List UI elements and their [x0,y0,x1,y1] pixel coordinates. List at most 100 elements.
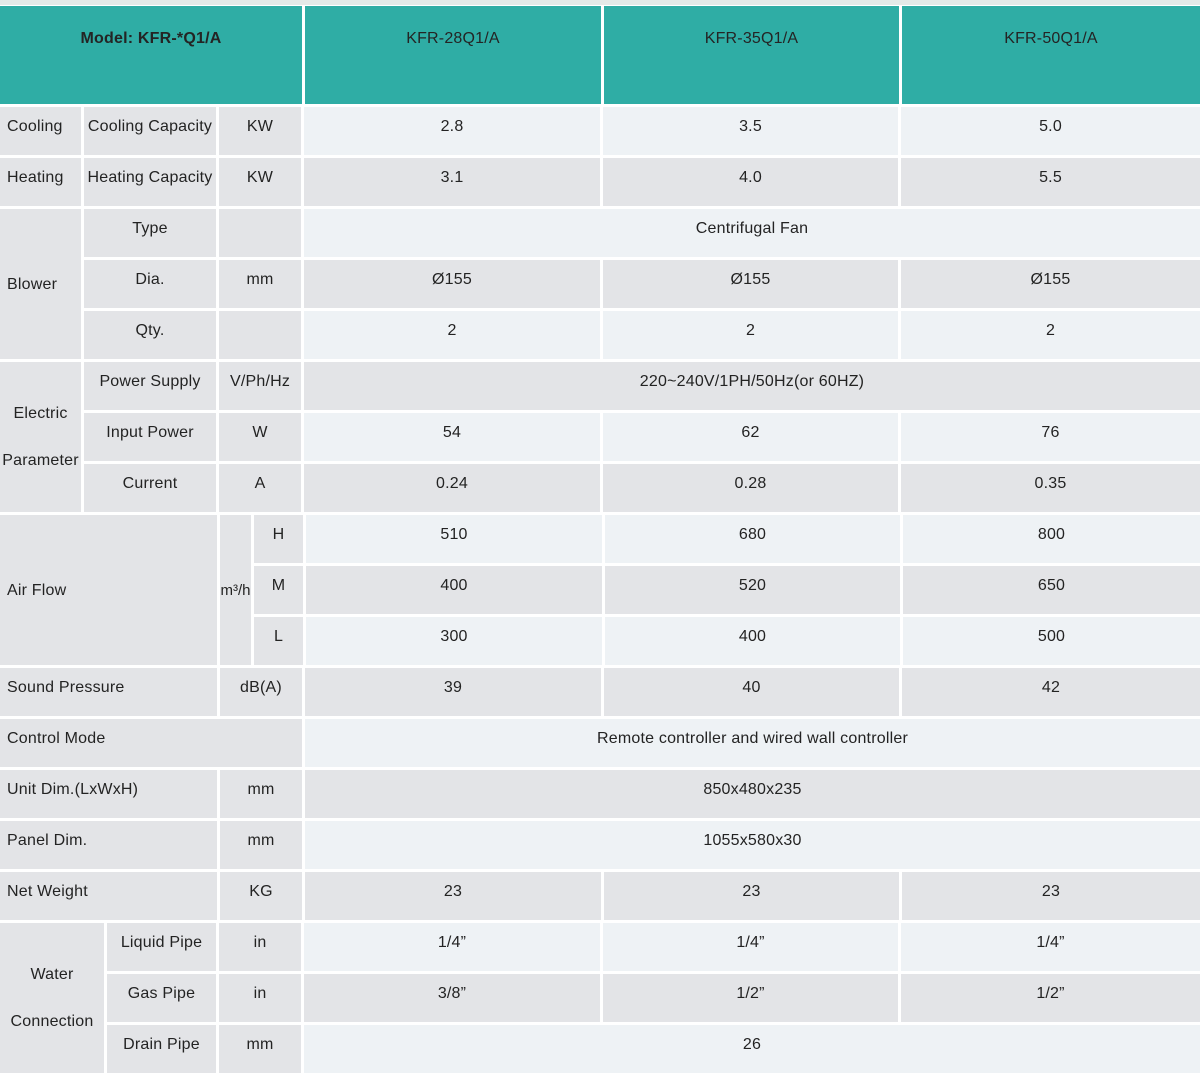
row-cooling: Cooling Cooling Capacity KW 2.8 3.5 5.0 [0,107,1200,155]
liquid-pipe-unit: in [219,923,301,971]
control-mode-value: Remote controller and wired wall control… [305,719,1200,767]
heating-value-kfr35: 4.0 [603,158,898,206]
heating-group-label: Heating [0,158,81,206]
current-label: Current [84,464,216,512]
row-sound-pressure: Sound Pressure dB(A) 39 40 42 [0,668,1200,716]
airflow-unit: m³/h [220,515,251,665]
current-value-kfr28: 0.24 [304,464,600,512]
row-net-weight: Net Weight KG 23 23 23 [0,872,1200,920]
airflow-l-value-kfr50: 500 [903,617,1200,665]
cooling-value-kfr28: 2.8 [304,107,600,155]
electric-group-label: Electric Parameter [0,362,81,512]
current-unit: A [219,464,301,512]
cooling-capacity-label: Cooling Capacity [84,107,216,155]
heating-value-kfr50: 5.5 [901,158,1200,206]
airflow-m-value-kfr28: 400 [306,566,602,614]
header-model-kfr50: KFR-50Q1/A [902,6,1200,104]
sound-value-kfr35: 40 [604,668,899,716]
panel-dim-value: 1055x580x30 [305,821,1200,869]
input-power-value-kfr35: 62 [603,413,898,461]
section-water-connection: Water Connection Liquid Pipe in 1/4” 1/4… [0,923,1200,1073]
unit-dim-label: Unit Dim.(LxWxH) [0,770,217,818]
current-value-kfr35: 0.28 [603,464,898,512]
airflow-l-value-kfr28: 300 [306,617,602,665]
gas-pipe-value-kfr28: 3/8” [304,974,600,1022]
input-power-value-kfr50: 76 [901,413,1200,461]
blower-type-value: Centrifugal Fan [304,209,1200,257]
power-supply-label: Power Supply [84,362,216,410]
gas-pipe-label: Gas Pipe [107,974,216,1022]
blower-dia-value-kfr50: Ø155 [901,260,1200,308]
top-strip [0,0,1200,5]
section-electric-parameter: Electric Parameter Power Supply V/Ph/Hz … [0,362,1200,512]
blower-qty-value-kfr28: 2 [304,311,600,359]
blower-qty-label: Qty. [84,311,216,359]
heating-value-kfr28: 3.1 [304,158,600,206]
airflow-m-value-kfr50: 650 [903,566,1200,614]
airflow-level-h: H [254,515,303,563]
panel-dim-label: Panel Dim. [0,821,217,869]
sound-pressure-label: Sound Pressure [0,668,217,716]
blower-group-label: Blower [0,209,81,359]
blower-qty-value-kfr35: 2 [603,311,898,359]
cooling-value-kfr50: 5.0 [901,107,1200,155]
liquid-pipe-value-kfr28: 1/4” [304,923,600,971]
liquid-pipe-value-kfr35: 1/4” [603,923,898,971]
unit-dim-value: 850x480x235 [305,770,1200,818]
net-weight-label: Net Weight [0,872,217,920]
net-weight-value-kfr35: 23 [604,872,899,920]
gas-pipe-value-kfr35: 1/2” [603,974,898,1022]
input-power-unit: W [219,413,301,461]
gas-pipe-value-kfr50: 1/2” [901,974,1200,1022]
control-mode-label: Control Mode [0,719,302,767]
blower-type-unit [219,209,301,257]
current-value-kfr50: 0.35 [901,464,1200,512]
unit-dim-unit: mm [220,770,302,818]
airflow-level-l: L [254,617,303,665]
header-model-kfr35: KFR-35Q1/A [604,6,899,104]
net-weight-value-kfr28: 23 [305,872,601,920]
blower-dia-label: Dia. [84,260,216,308]
airflow-h-value-kfr35: 680 [605,515,900,563]
liquid-pipe-label: Liquid Pipe [107,923,216,971]
drain-pipe-unit: mm [219,1025,301,1073]
section-air-flow: Air Flow m³/h H 510 680 800 M 400 520 65… [0,515,1200,665]
blower-type-label: Type [84,209,216,257]
table-header-row: Model: KFR-*Q1/A KFR-28Q1/A KFR-35Q1/A K… [0,6,1200,104]
water-connection-group-label: Water Connection [0,923,104,1073]
drain-pipe-value: 26 [304,1025,1200,1073]
row-control-mode: Control Mode Remote controller and wired… [0,719,1200,767]
power-supply-value: 220~240V/1PH/50Hz(or 60HZ) [304,362,1200,410]
input-power-label: Input Power [84,413,216,461]
header-model-kfr28: KFR-28Q1/A [305,6,601,104]
airflow-group-label: Air Flow [0,515,217,665]
sound-value-kfr28: 39 [305,668,601,716]
airflow-l-value-kfr35: 400 [605,617,900,665]
blower-qty-unit [219,311,301,359]
airflow-level-m: M [254,566,303,614]
cooling-unit: KW [219,107,301,155]
blower-dia-value-kfr35: Ø155 [603,260,898,308]
power-supply-unit: V/Ph/Hz [219,362,301,410]
cooling-group-label: Cooling [0,107,81,155]
blower-dia-unit: mm [219,260,301,308]
sound-pressure-unit: dB(A) [220,668,302,716]
gas-pipe-unit: in [219,974,301,1022]
net-weight-unit: KG [220,872,302,920]
input-power-value-kfr28: 54 [304,413,600,461]
heating-unit: KW [219,158,301,206]
panel-dim-unit: mm [220,821,302,869]
airflow-h-value-kfr28: 510 [306,515,602,563]
row-panel-dim: Panel Dim. mm 1055x580x30 [0,821,1200,869]
row-heating: Heating Heating Capacity KW 3.1 4.0 5.5 [0,158,1200,206]
header-model-cell: Model: KFR-*Q1/A [0,6,302,104]
airflow-m-value-kfr35: 520 [605,566,900,614]
airflow-h-value-kfr50: 800 [903,515,1200,563]
row-unit-dim: Unit Dim.(LxWxH) mm 850x480x235 [0,770,1200,818]
cooling-value-kfr35: 3.5 [603,107,898,155]
net-weight-value-kfr50: 23 [902,872,1200,920]
heating-capacity-label: Heating Capacity [84,158,216,206]
drain-pipe-label: Drain Pipe [107,1025,216,1073]
section-blower: Blower Type Centrifugal Fan Dia. mm Ø155… [0,209,1200,359]
liquid-pipe-value-kfr50: 1/4” [901,923,1200,971]
